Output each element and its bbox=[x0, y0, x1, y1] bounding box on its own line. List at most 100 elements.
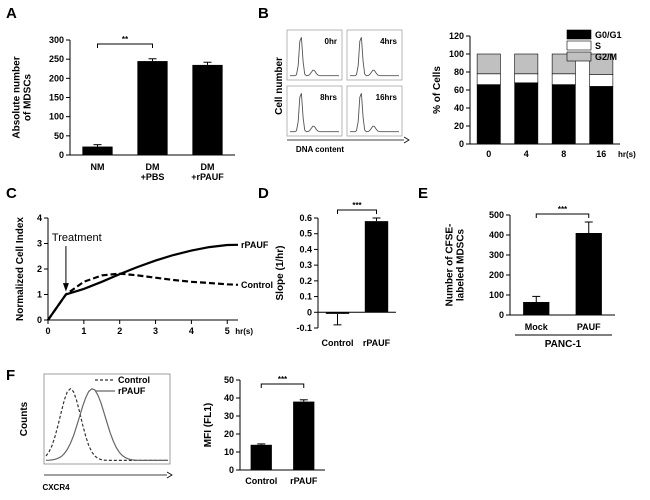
y-axis-title: Cell number bbox=[274, 57, 285, 115]
control-line bbox=[47, 272, 239, 321]
y-tick-label: 0.1 bbox=[299, 292, 312, 302]
x-unit-label: hr(s) bbox=[618, 150, 636, 159]
y-axis-title-group: MFI (FL1) bbox=[203, 403, 214, 447]
histogram-timepoint-label: 4hrs bbox=[380, 37, 397, 46]
stacked-bar-segment bbox=[476, 84, 501, 145]
chart-f-mfi: 0 10 20 30 40 50 Control rPAUF *** MFI (FL1) bbox=[203, 375, 325, 486]
legend-label: S bbox=[595, 41, 601, 51]
stacked-bar-segment bbox=[476, 73, 501, 85]
y-tick-label: 0 bbox=[459, 139, 464, 149]
x-tick-label: 2 bbox=[117, 326, 122, 336]
stacked-bar-segment bbox=[476, 53, 501, 75]
x-tick-label: 5 bbox=[225, 326, 230, 336]
y-axis-title-group: Counts bbox=[19, 401, 30, 436]
significance-label: *** bbox=[352, 201, 362, 210]
y-axis-title: Slope (1/hr) bbox=[275, 245, 286, 300]
bar bbox=[250, 444, 272, 470]
y-axis-title: MFI (FL1) bbox=[203, 403, 214, 447]
y-tick-label: 1 bbox=[37, 290, 42, 300]
y-tick-label: 500 bbox=[489, 210, 504, 220]
x-tick-label: rPAUF bbox=[290, 476, 318, 486]
y-tick-label: 0 bbox=[307, 307, 312, 317]
y-tick-label: -0.1 bbox=[296, 323, 312, 333]
rpauf-histogram-trace bbox=[45, 388, 168, 461]
y-tick-label: 20 bbox=[224, 429, 234, 439]
x-unit-label: hr(s) bbox=[235, 327, 253, 336]
y-axis-title: Number of CFSE-labeled MDSCs bbox=[445, 224, 467, 307]
chart-a-absolute-mdsc: 0 50 100 150 200 250 300 NM DM +PBS DM +rPAUF ** Abso… bbox=[12, 35, 235, 182]
x-tick-label: 3 bbox=[153, 326, 158, 336]
bar bbox=[575, 233, 602, 315]
legend-swatch bbox=[566, 40, 592, 51]
y-tick-label: 100 bbox=[489, 290, 504, 300]
significance-bracket bbox=[337, 209, 377, 214]
y-axis-title-group: % of Cells bbox=[432, 66, 443, 114]
significance-label: *** bbox=[558, 205, 568, 214]
histogram-timepoint-label: 0hr bbox=[325, 37, 337, 46]
y-tick-label: 50 bbox=[224, 375, 234, 385]
treatment-annotation: Treatment bbox=[52, 232, 102, 244]
histogram-frame bbox=[286, 85, 343, 137]
y-tick-label: 150 bbox=[49, 93, 64, 103]
bar bbox=[137, 61, 168, 156]
significance-label: ** bbox=[122, 35, 129, 44]
panel-letter-e: E bbox=[418, 185, 428, 202]
histogram-frame bbox=[346, 29, 403, 81]
panel-letter-f: F bbox=[6, 367, 15, 384]
x-tick-label: Mock bbox=[525, 322, 549, 332]
legend-label: G2/M bbox=[595, 52, 617, 62]
bar bbox=[364, 221, 389, 313]
y-tick-label: 300 bbox=[489, 250, 504, 260]
rpauf-line bbox=[47, 243, 239, 321]
stacked-bar-segment bbox=[514, 53, 539, 75]
histogram-timepoint-label: 8hrs bbox=[320, 93, 337, 102]
y-tick-label: 0.2 bbox=[299, 276, 312, 286]
chart-c-cell-index: 0 1 2 3 4 0 1 2 3 4 5 hr(s) rPAUF Control Treatment Nor… bbox=[15, 213, 273, 336]
histogram-trace bbox=[350, 37, 399, 77]
y-tick-label: 300 bbox=[49, 35, 64, 45]
histogram-trace bbox=[350, 93, 399, 133]
y-tick-label: 0 bbox=[37, 315, 42, 325]
significance-bracket bbox=[535, 213, 590, 218]
histogram-frame bbox=[43, 373, 171, 465]
x-tick-label: 0 bbox=[45, 326, 50, 336]
y-tick-label: 60 bbox=[454, 85, 464, 95]
panel-letter-b: B bbox=[258, 5, 269, 22]
panel-letter-c: C bbox=[6, 185, 17, 202]
y-tick-label: 200 bbox=[489, 270, 504, 280]
treatment-arrow-head bbox=[62, 283, 69, 292]
stacked-bar-segment bbox=[589, 74, 614, 87]
y-tick-label: 400 bbox=[489, 230, 504, 240]
y-axis-title: Absolute numberof MDSCs bbox=[12, 56, 34, 138]
y-axis-title-group: Slope (1/hr) bbox=[275, 245, 286, 300]
y-tick-label: 40 bbox=[224, 393, 234, 403]
histogram-trace bbox=[290, 93, 339, 133]
chart-d-slope: -0.1 0 0.1 0.2 0.3 0.4 0.5 0.6 Control rPAUF *** Sl… bbox=[275, 201, 396, 348]
stacked-bar-segment bbox=[514, 82, 539, 145]
y-tick-label: 10 bbox=[224, 447, 234, 457]
x-tick-label: NM bbox=[91, 162, 105, 172]
y-axis-title-group: Absolute numberof MDSCs bbox=[12, 56, 34, 138]
histogram-trace bbox=[290, 37, 339, 77]
y-tick-label: 2 bbox=[37, 264, 42, 274]
y-tick-label: 0 bbox=[229, 465, 234, 475]
histogram-timepoint-label: 16hrs bbox=[376, 93, 398, 102]
y-axis-title-group: Normalized Cell Index bbox=[15, 217, 26, 321]
x-tick-label: 4 bbox=[189, 326, 194, 336]
legend-swatch bbox=[566, 29, 592, 40]
x-tick-label: PAUF bbox=[577, 322, 601, 332]
stacked-bar-segment bbox=[514, 73, 539, 84]
legend-label: G0/G1 bbox=[595, 30, 622, 40]
stacked-bar-segment bbox=[589, 53, 614, 76]
y-tick-label: 250 bbox=[49, 54, 64, 64]
bar bbox=[325, 312, 350, 314]
chart-e-cfse: 0 100 200 300 400 500 Mock PAUF *** Number of CFS… bbox=[445, 205, 615, 350]
y-tick-label: 4 bbox=[37, 213, 42, 223]
x-tick-label: Control bbox=[322, 338, 354, 348]
bar bbox=[192, 64, 223, 155]
y-axis-title: % of Cells bbox=[432, 66, 443, 114]
series-label: rPAUF bbox=[241, 240, 269, 250]
chart-b-histograms: 0hr 4hrs 8hrs 16hrs DNA content Cell number bbox=[274, 29, 410, 154]
